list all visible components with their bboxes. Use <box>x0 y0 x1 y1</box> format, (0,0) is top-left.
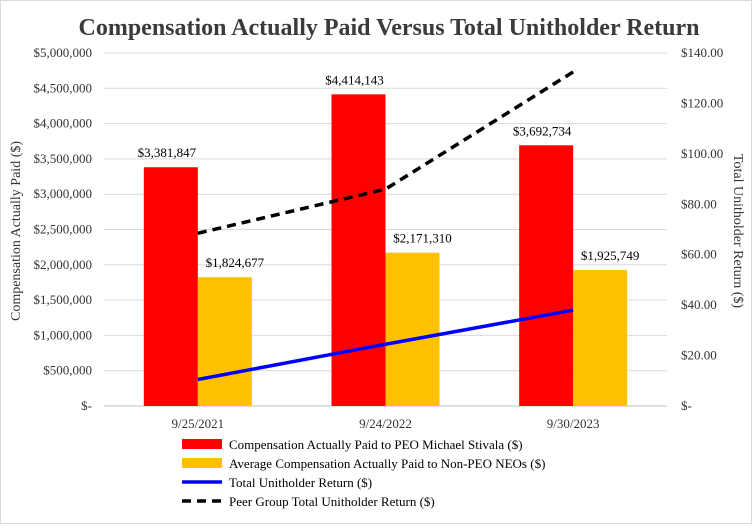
x-tick-label: 9/25/2021 <box>171 416 224 431</box>
y2-tick-label: $20.00 <box>681 348 717 363</box>
y2-tick-label: $- <box>681 398 692 413</box>
bar-non-peo-1 <box>386 253 440 406</box>
right-axis-ticks: $- $20.00 $40.00 $60.00 $80.00 $100.00 $120.00… <box>681 45 723 413</box>
y-tick-label: $1,500,000 <box>34 292 93 307</box>
data-label: $2,171,310 <box>393 231 452 246</box>
data-label: $1,824,677 <box>206 255 265 270</box>
left-axis-ticks: $- $500,000 $1,000,000 $1,500,000 $2,000,000… <box>34 45 93 413</box>
y2-axis-title: Total Unitholder Return ($) <box>730 154 745 308</box>
y2-tick-label: $140.00 <box>681 45 723 60</box>
y2-tick-label: $120.00 <box>681 95 723 110</box>
chart-title: Compensation Actually Paid Versus Total … <box>79 15 700 41</box>
legend: Compensation Actually Paid to PEO Michae… <box>182 437 545 509</box>
legend-label: Average Compensation Actually Paid to No… <box>229 456 545 471</box>
y-tick-label: $3,500,000 <box>34 151 93 166</box>
y-tick-label: $4,500,000 <box>34 80 93 95</box>
data-label: $3,381,847 <box>138 145 197 160</box>
legend-swatch <box>182 458 222 468</box>
y-tick-label: $5,000,000 <box>34 45 93 60</box>
legend-label: Peer Group Total Unitholder Return ($) <box>229 494 435 509</box>
data-label: $3,692,734 <box>513 123 572 138</box>
y2-tick-label: $60.00 <box>681 247 717 262</box>
legend-label: Compensation Actually Paid to PEO Michae… <box>229 437 523 452</box>
x-axis-ticks: 9/25/2021 9/24/2022 9/30/2023 <box>171 416 599 431</box>
y-tick-label: $2,500,000 <box>34 222 93 237</box>
bar-peo-2 <box>519 145 573 406</box>
y-axis-title: Compensation Actually Paid ($) <box>9 141 24 321</box>
bar-non-peo-2 <box>573 270 627 406</box>
y-tick-label: $- <box>81 398 92 413</box>
bars-layer <box>144 94 627 406</box>
legend-swatch <box>182 439 222 449</box>
x-tick-label: 9/24/2022 <box>359 416 412 431</box>
x-tick-label: 9/30/2023 <box>547 416 600 431</box>
y-tick-label: $500,000 <box>43 363 92 378</box>
data-label: $4,414,143 <box>325 72 384 87</box>
legend-label: Total Unitholder Return ($) <box>229 475 372 490</box>
y-tick-label: $4,000,000 <box>34 116 93 131</box>
y-tick-label: $2,000,000 <box>34 257 93 272</box>
y-tick-label: $3,000,000 <box>34 186 93 201</box>
data-label: $1,925,749 <box>581 248 640 263</box>
bar-non-peo-0 <box>198 277 252 406</box>
y-tick-label: $1,000,000 <box>34 327 93 342</box>
y2-tick-label: $100.00 <box>681 146 723 161</box>
y2-tick-label: $40.00 <box>681 297 717 312</box>
y2-tick-label: $80.00 <box>681 196 717 211</box>
bar-peo-0 <box>144 167 198 406</box>
bar-peo-1 <box>332 94 386 406</box>
